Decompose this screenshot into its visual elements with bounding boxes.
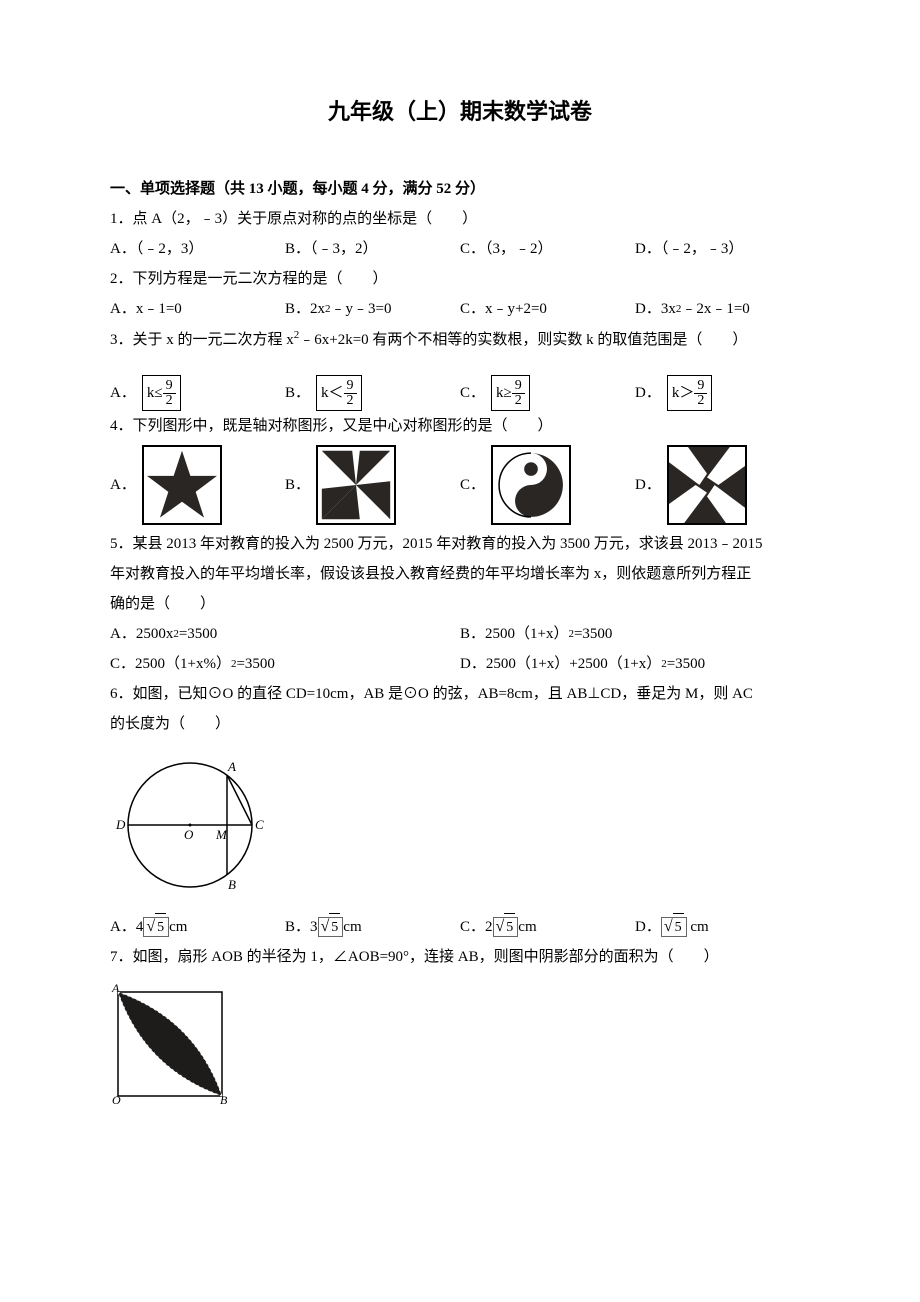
question-6-l2: 的长度为（ ） [110, 709, 810, 739]
q2-opt-b: B．2x2﹣y﹣3=0 [285, 294, 460, 324]
star-icon [142, 445, 222, 525]
q5-options-2: C．2500（1+x%）2=3500 D．2500（1+x）+2500（1+x）… [110, 649, 810, 679]
svg-text:A: A [111, 984, 120, 995]
q2-opt-c: C．x﹣y+2=0 [460, 294, 635, 324]
svg-text:B: B [228, 877, 236, 892]
q1-options: A．（﹣2，3） B．（﹣3，2） C．（3，﹣2） D．（﹣2，﹣3） [110, 234, 810, 264]
q2-opt-a: A．x﹣1=0 [110, 294, 285, 324]
q5-opt-c: C．2500（1+x%）2=3500 [110, 649, 460, 679]
circle-diagram: A B C D O M [110, 745, 270, 895]
q4-opt-c: C． [460, 445, 635, 525]
q4-options: A． B． C． D． [110, 445, 810, 525]
q5-opt-b: B．2500（1+x）2=3500 [460, 619, 810, 649]
q6-opt-a: A．4√5cm [110, 912, 285, 942]
question-5-l1: 5．某县 2013 年对教育的投入为 2500 万元，2015 年对教育的投入为… [110, 529, 810, 559]
page-title: 九年级（上）期末数学试卷 [110, 90, 810, 134]
q3-opt-c: C． k≥92 [460, 375, 635, 411]
question-3: 3．关于 x 的一元二次方程 x2﹣6x+2k=0 有两个不相等的实数根，则实数… [110, 324, 810, 355]
question-5-l2: 年对教育投入的年平均增长率，假设该县投入教育经费的年平均增长率为 x，则依题意所… [110, 559, 810, 589]
q1-opt-c: C．（3，﹣2） [460, 234, 635, 264]
q5-opt-d: D．2500（1+x）+2500（1+x）2=3500 [460, 649, 810, 679]
q6-opt-d: D．√5 cm [635, 912, 810, 942]
q5-options-1: A．2500x2=3500 B．2500（1+x）2=3500 [110, 619, 810, 649]
q4-opt-a: A． [110, 445, 285, 525]
question-2: 2．下列方程是一元二次方程的是（ ） [110, 264, 810, 294]
pinwheel-icon [316, 445, 396, 525]
section-header: 一、单项选择题（共 13 小题，每小题 4 分，满分 52 分） [110, 174, 810, 204]
yinyang-icon [491, 445, 571, 525]
q6-options: A．4√5cm B．3√5cm C．2√5cm D．√5 cm [110, 912, 810, 942]
q6-opt-c: C．2√5cm [460, 912, 635, 942]
sector-diagram: A O B [110, 984, 230, 1104]
question-1: 1．点 A（2，﹣3）关于原点对称的点的坐标是（ ） [110, 204, 810, 234]
question-7: 7．如图，扇形 AOB 的半径为 1，∠AOB=90°，连接 AB，则图中阴影部… [110, 942, 810, 972]
q4-opt-b: B． [285, 445, 460, 525]
q2-opt-d: D．3x2﹣2x﹣1=0 [635, 294, 810, 324]
svg-text:O: O [184, 827, 194, 842]
question-5-l3: 确的是（ ） [110, 589, 810, 619]
rotation-icon [667, 445, 747, 525]
question-6-l1: 6．如图，已知⊙O 的直径 CD=10cm，AB 是⊙O 的弦，AB=8cm，且… [110, 679, 810, 709]
q5-opt-a: A．2500x2=3500 [110, 619, 460, 649]
question-4: 4．下列图形中，既是轴对称图形，又是中心对称图形的是（ ） [110, 411, 810, 441]
q3-options: A． k≤92 B． k＜92 C． k≥92 D． k＞92 [110, 375, 810, 411]
q1-opt-b: B．（﹣3，2） [285, 234, 460, 264]
q3-opt-b: B． k＜92 [285, 375, 460, 411]
q3-opt-d: D． k＞92 [635, 375, 810, 411]
q6-opt-b: B．3√5cm [285, 912, 460, 942]
q3-opt-a: A． k≤92 [110, 375, 285, 411]
svg-text:M: M [215, 827, 228, 842]
q1-opt-d: D．（﹣2，﹣3） [635, 234, 810, 264]
svg-text:C: C [255, 817, 264, 832]
q1-opt-a: A．（﹣2，3） [110, 234, 285, 264]
svg-text:O: O [112, 1093, 121, 1104]
svg-text:A: A [227, 759, 236, 774]
q2-options: A．x﹣1=0 B．2x2﹣y﹣3=0 C．x﹣y+2=0 D．3x2﹣2x﹣1… [110, 294, 810, 324]
svg-text:D: D [115, 817, 126, 832]
svg-text:B: B [220, 1093, 228, 1104]
q4-opt-d: D． [635, 445, 810, 525]
